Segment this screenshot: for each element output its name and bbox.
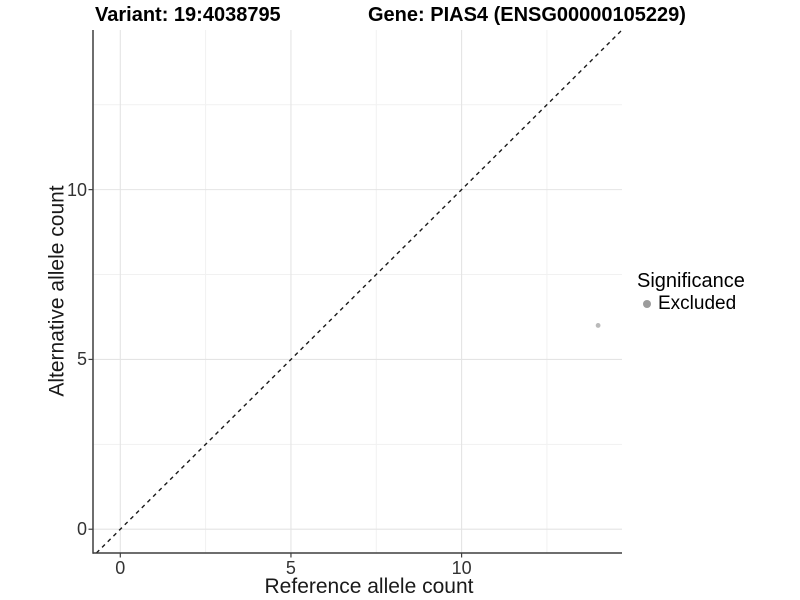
x-axis-title: Reference allele count xyxy=(264,575,474,598)
legend: Significance Excluded xyxy=(637,270,745,315)
legend-title: Significance xyxy=(637,270,745,292)
x-tick-label: 5 xyxy=(285,558,296,578)
legend-point-icon xyxy=(643,300,651,308)
identity-dashed-line xyxy=(95,29,623,554)
legend-item-label: Excluded xyxy=(658,293,737,314)
data-point xyxy=(595,323,601,328)
y-tick-label: 0 xyxy=(76,519,87,540)
y-tick-label: 10 xyxy=(66,179,87,200)
gene-title: Gene: PIAS4 (ENSG00000105229) xyxy=(368,4,686,26)
y-tick-label: 5 xyxy=(76,349,87,370)
variant-title: Variant: 19:4038795 xyxy=(95,4,281,26)
x-tick-label: 0 xyxy=(115,558,126,578)
legend-item-excluded: Excluded xyxy=(637,293,745,315)
x-tick-label: 10 xyxy=(451,558,472,578)
